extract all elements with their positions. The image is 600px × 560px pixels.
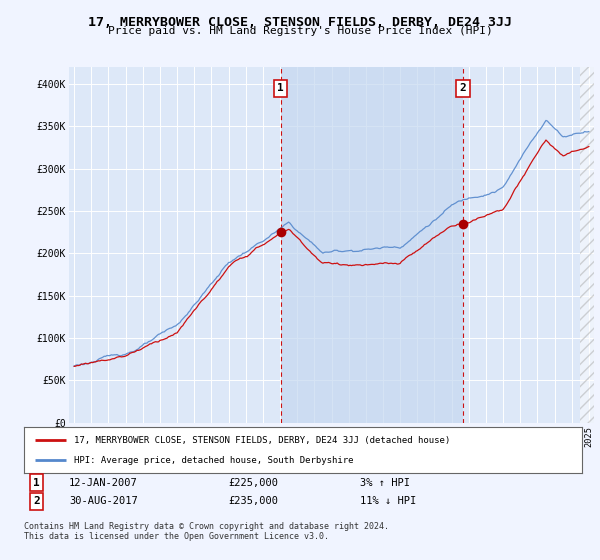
Text: 12-JAN-2007: 12-JAN-2007	[69, 478, 138, 488]
Text: 3% ↑ HPI: 3% ↑ HPI	[360, 478, 410, 488]
Text: 1: 1	[33, 478, 40, 488]
Bar	[281, 67, 463, 423]
Text: 2: 2	[460, 83, 466, 94]
Text: 1: 1	[277, 83, 284, 94]
Text: HPI: Average price, detached house, South Derbyshire: HPI: Average price, detached house, Sout…	[74, 456, 354, 465]
Text: 2: 2	[33, 496, 40, 506]
Text: £235,000: £235,000	[228, 496, 278, 506]
Text: 17, MERRYBOWER CLOSE, STENSON FIELDS, DERBY, DE24 3JJ: 17, MERRYBOWER CLOSE, STENSON FIELDS, DE…	[88, 16, 512, 29]
Text: 11% ↓ HPI: 11% ↓ HPI	[360, 496, 416, 506]
Text: £225,000: £225,000	[228, 478, 278, 488]
Text: 17, MERRYBOWER CLOSE, STENSON FIELDS, DERBY, DE24 3JJ (detached house): 17, MERRYBOWER CLOSE, STENSON FIELDS, DE…	[74, 436, 451, 445]
Bar	[580, 67, 594, 423]
Text: Contains HM Land Registry data © Crown copyright and database right 2024.
This d: Contains HM Land Registry data © Crown c…	[24, 522, 389, 542]
Text: 30-AUG-2017: 30-AUG-2017	[69, 496, 138, 506]
Text: Price paid vs. HM Land Registry's House Price Index (HPI): Price paid vs. HM Land Registry's House …	[107, 26, 493, 36]
